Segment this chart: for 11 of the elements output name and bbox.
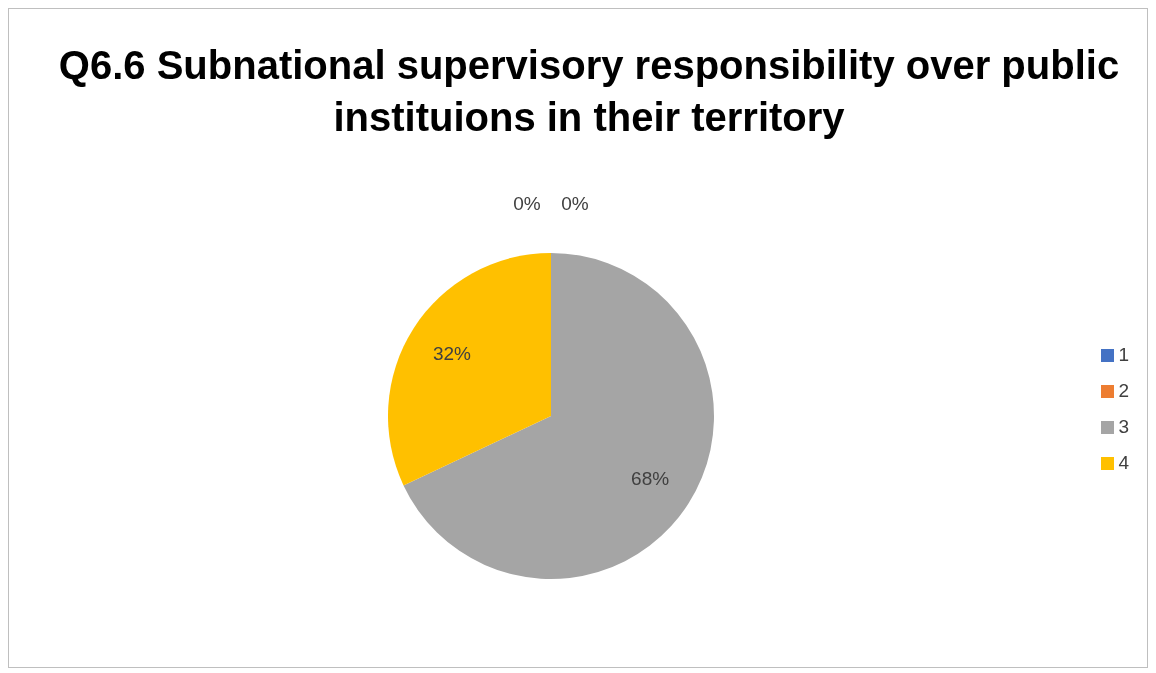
legend-label: 3 [1118, 416, 1129, 437]
text: 0% [561, 192, 589, 214]
pie-slice [403, 253, 714, 579]
data-label: 68% [631, 468, 670, 490]
data-label: 32% [432, 342, 472, 364]
legend-label: 2 [1118, 380, 1129, 401]
legend-label: 1 [1118, 344, 1129, 365]
pie-slice [388, 253, 551, 486]
chart-title: Q6.6 Subnational supervisory responsibility over public instituions in their territory [57, 42, 1121, 141]
text: 0% [513, 192, 541, 214]
legend-label: 4 [1118, 452, 1129, 473]
